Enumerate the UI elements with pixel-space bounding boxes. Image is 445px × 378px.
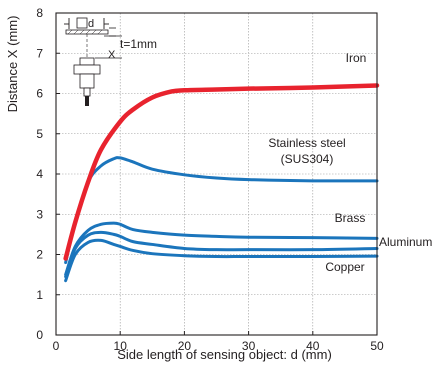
inset-sensor-nut	[73, 64, 101, 75]
series-line-stainless-steel	[64, 156, 379, 265]
inset-sensor-tail	[83, 87, 91, 97]
series-label-stainless-steel: Stainless steel (SUS304)	[268, 136, 345, 166]
y-axis-title: Distance X (mm)	[5, 16, 20, 113]
inset-d-label: d	[88, 18, 94, 30]
y-tick-label: 6	[36, 87, 43, 101]
inset-sensor-head	[79, 57, 95, 66]
inset-sensor-cable	[85, 96, 89, 106]
inset-t-label: t=1mm	[120, 37, 157, 51]
y-tick-label: 0	[36, 328, 43, 342]
y-tick-label: 7	[36, 46, 43, 60]
x-axis-title: Side length of sensing object: d (mm)	[117, 347, 332, 362]
y-tick-label: 2	[36, 248, 43, 262]
y-tick-label: 1	[36, 288, 43, 302]
y-tick-label: 5	[36, 127, 43, 141]
inset-d-box	[76, 17, 88, 29]
label-layer: 0 1 2 3 4 5 6 7 8 0 10 20 30 40 50 Side length of sensi…	[5, 6, 432, 362]
inset-sensor-body	[79, 73, 95, 89]
x-tick-label: 10	[114, 339, 128, 353]
series-label-iron: Iron	[346, 51, 367, 65]
series-label-copper: Copper	[325, 260, 364, 274]
series-label-brass: Brass	[335, 211, 366, 225]
series-line-brass	[64, 221, 379, 277]
sensing-setup-diagram: d t=1mm X	[64, 17, 157, 106]
x-tick-label: 20	[178, 339, 192, 353]
tick-layer	[55, 12, 378, 336]
x-tick-label: 50	[370, 339, 384, 353]
series-line-iron	[63, 83, 380, 261]
series-line-aluminum	[64, 230, 379, 279]
x-tick-label: 30	[242, 339, 256, 353]
series-line-copper	[64, 238, 379, 283]
y-tick-label: 8	[36, 6, 43, 20]
series-layer	[63, 83, 380, 283]
grid-layer	[56, 13, 377, 335]
y-tick-label: 3	[36, 207, 43, 221]
series-label-aluminum: Aluminum	[379, 235, 432, 249]
inset-x-label: X	[108, 49, 116, 61]
x-tick-label: 40	[306, 339, 320, 353]
y-tick-label: 4	[36, 167, 43, 181]
x-tick-label: 0	[53, 339, 60, 353]
